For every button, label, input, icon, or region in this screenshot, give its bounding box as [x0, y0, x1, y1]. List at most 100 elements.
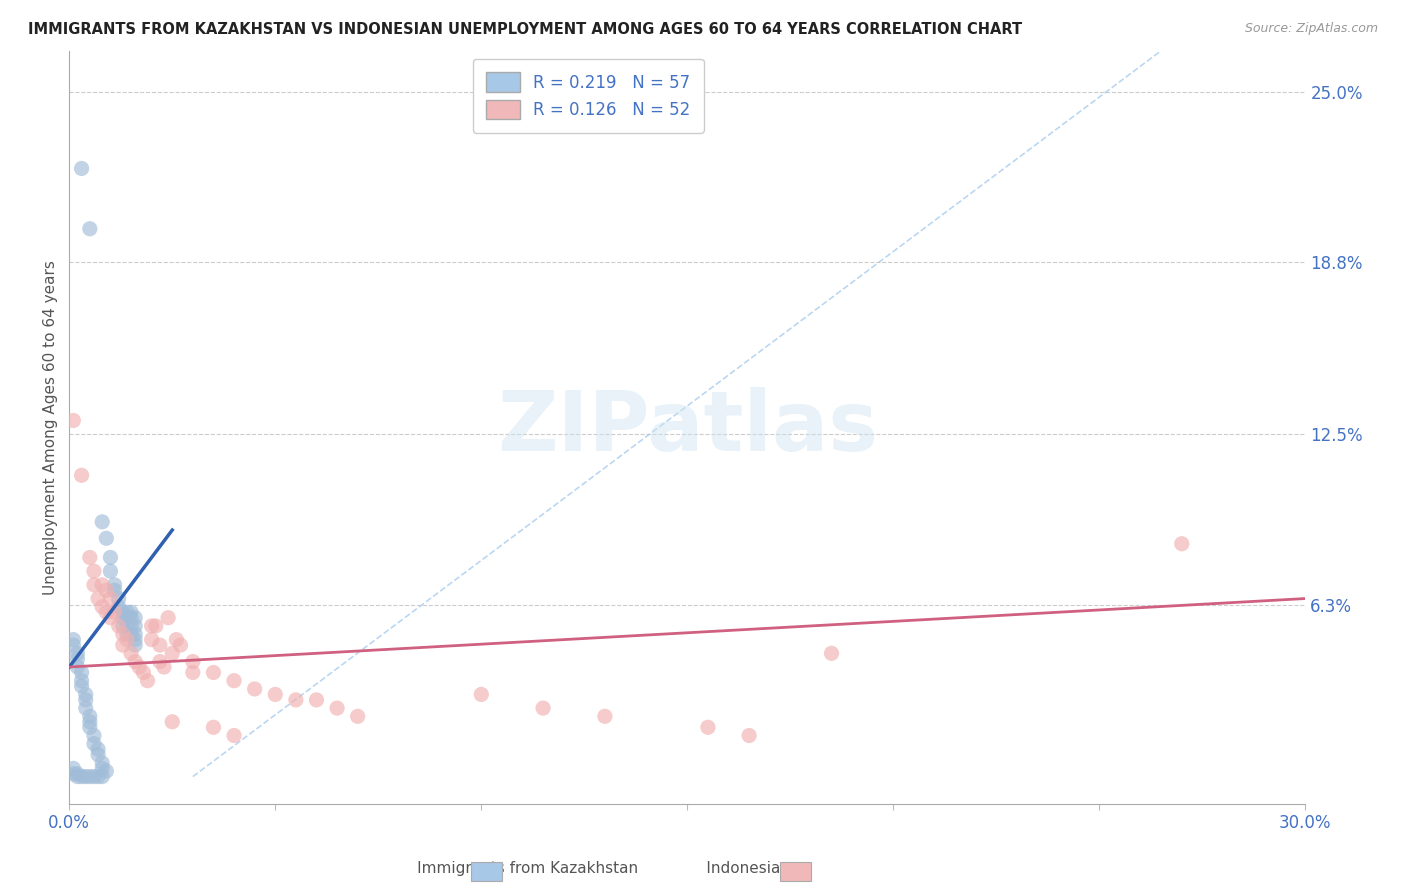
- Point: [83, 770, 105, 784]
- Point: [124, 619, 146, 633]
- Point: [169, 638, 191, 652]
- Point: [87, 591, 110, 606]
- Point: [75, 693, 97, 707]
- Point: [96, 583, 118, 598]
- Point: [87, 770, 110, 784]
- Point: [153, 660, 176, 674]
- Text: Source: ZipAtlas.com: Source: ZipAtlas.com: [1244, 22, 1378, 36]
- Point: [696, 720, 718, 734]
- Point: [115, 627, 138, 641]
- Point: [66, 770, 89, 784]
- Point: [79, 550, 101, 565]
- Point: [100, 564, 122, 578]
- Point: [100, 591, 122, 606]
- Point: [70, 679, 93, 693]
- Point: [115, 619, 138, 633]
- Point: [87, 747, 110, 762]
- Point: [145, 619, 167, 633]
- Point: [75, 770, 97, 784]
- Point: [124, 627, 146, 641]
- Point: [222, 673, 245, 688]
- Point: [141, 632, 163, 647]
- Point: [91, 756, 114, 770]
- Legend: R = 0.219   N = 57, R = 0.126   N = 52: R = 0.219 N = 57, R = 0.126 N = 52: [474, 59, 704, 133]
- Point: [136, 673, 159, 688]
- Point: [120, 646, 142, 660]
- Point: [66, 767, 89, 781]
- Point: [83, 578, 105, 592]
- Point: [62, 767, 84, 781]
- Point: [79, 720, 101, 734]
- Point: [346, 709, 368, 723]
- Point: [111, 605, 134, 619]
- Point: [738, 729, 761, 743]
- Point: [264, 687, 287, 701]
- Point: [531, 701, 554, 715]
- Point: [202, 665, 225, 680]
- Point: [111, 638, 134, 652]
- Point: [107, 619, 129, 633]
- Point: [165, 632, 187, 647]
- Point: [820, 646, 842, 660]
- Point: [91, 599, 114, 614]
- Point: [141, 619, 163, 633]
- Point: [100, 611, 122, 625]
- Point: [149, 655, 172, 669]
- Point: [96, 531, 118, 545]
- Point: [124, 655, 146, 669]
- Point: [62, 761, 84, 775]
- Text: Immigrants from Kazakhstan              Indonesians: Immigrants from Kazakhstan Indonesians: [382, 861, 799, 876]
- Point: [128, 660, 150, 674]
- Point: [115, 632, 138, 647]
- Point: [79, 221, 101, 235]
- Point: [115, 605, 138, 619]
- Point: [111, 627, 134, 641]
- Point: [111, 611, 134, 625]
- Point: [83, 564, 105, 578]
- Point: [202, 720, 225, 734]
- Point: [103, 583, 125, 598]
- Point: [91, 515, 114, 529]
- Point: [222, 729, 245, 743]
- Point: [66, 646, 89, 660]
- Point: [79, 714, 101, 729]
- Point: [124, 632, 146, 647]
- Point: [87, 742, 110, 756]
- Point: [284, 693, 307, 707]
- Point: [107, 591, 129, 606]
- Point: [593, 709, 616, 723]
- Point: [70, 673, 93, 688]
- Point: [120, 619, 142, 633]
- Point: [149, 638, 172, 652]
- Point: [75, 701, 97, 715]
- Point: [91, 770, 114, 784]
- Point: [132, 665, 155, 680]
- Point: [181, 655, 204, 669]
- Point: [96, 605, 118, 619]
- Text: IMMIGRANTS FROM KAZAKHSTAN VS INDONESIAN UNEMPLOYMENT AMONG AGES 60 TO 64 YEARS : IMMIGRANTS FROM KAZAKHSTAN VS INDONESIAN…: [28, 22, 1022, 37]
- Point: [1171, 537, 1194, 551]
- Point: [120, 611, 142, 625]
- Text: ZIPatlas: ZIPatlas: [496, 387, 877, 467]
- Point: [470, 687, 492, 701]
- Point: [62, 638, 84, 652]
- Point: [107, 599, 129, 614]
- Point: [100, 550, 122, 565]
- Point: [79, 770, 101, 784]
- Point: [157, 611, 180, 625]
- Point: [124, 638, 146, 652]
- Point: [181, 665, 204, 680]
- Point: [70, 468, 93, 483]
- Point: [66, 652, 89, 666]
- Point: [70, 770, 93, 784]
- Point: [103, 578, 125, 592]
- Point: [103, 605, 125, 619]
- Point: [79, 709, 101, 723]
- Point: [62, 632, 84, 647]
- Point: [162, 714, 184, 729]
- Point: [91, 578, 114, 592]
- Point: [75, 687, 97, 701]
- Point: [111, 619, 134, 633]
- Y-axis label: Unemployment Among Ages 60 to 64 years: Unemployment Among Ages 60 to 64 years: [44, 260, 58, 595]
- Point: [243, 681, 266, 696]
